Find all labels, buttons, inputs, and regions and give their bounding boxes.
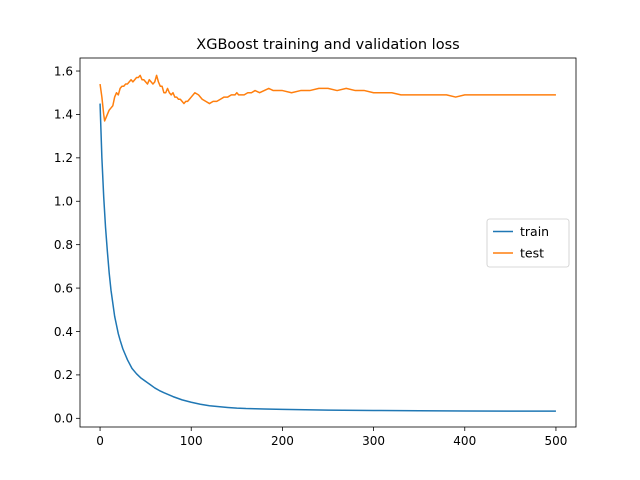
x-tick-label: 200 xyxy=(271,434,294,448)
y-tick-label: 0.4 xyxy=(54,325,73,339)
x-tick-label: 300 xyxy=(362,434,385,448)
y-tick-label: 1.4 xyxy=(54,108,73,122)
y-axis: 0.0 0.2 0.4 0.6 0.8 1.0 1.2 1.4 1.6 xyxy=(54,64,80,426)
y-tick-label: 1.6 xyxy=(54,64,73,78)
y-tick-label: 0.0 xyxy=(54,412,73,426)
y-tick-label: 0.8 xyxy=(54,238,73,252)
plot-frame xyxy=(79,57,577,428)
x-tick-label: 0 xyxy=(96,434,104,448)
chart-title: XGBoost training and validation loss xyxy=(196,37,459,53)
x-tick-label: 500 xyxy=(544,434,567,448)
y-tick-label: 1.2 xyxy=(54,151,73,165)
y-tick-label: 0.2 xyxy=(54,368,73,382)
x-axis: 0 100 200 300 400 500 xyxy=(96,427,567,448)
x-tick-label: 100 xyxy=(180,434,203,448)
series-layer xyxy=(99,74,556,412)
x-tick-label: 400 xyxy=(453,434,476,448)
series-line-train xyxy=(99,103,556,412)
y-tick-label: 0.6 xyxy=(54,281,73,295)
y-tick-label: 1.0 xyxy=(54,195,73,209)
legend: train test xyxy=(486,218,570,268)
legend-label-test: test xyxy=(520,246,544,261)
series-line-test xyxy=(99,74,556,122)
legend-label-train: train xyxy=(520,224,549,239)
